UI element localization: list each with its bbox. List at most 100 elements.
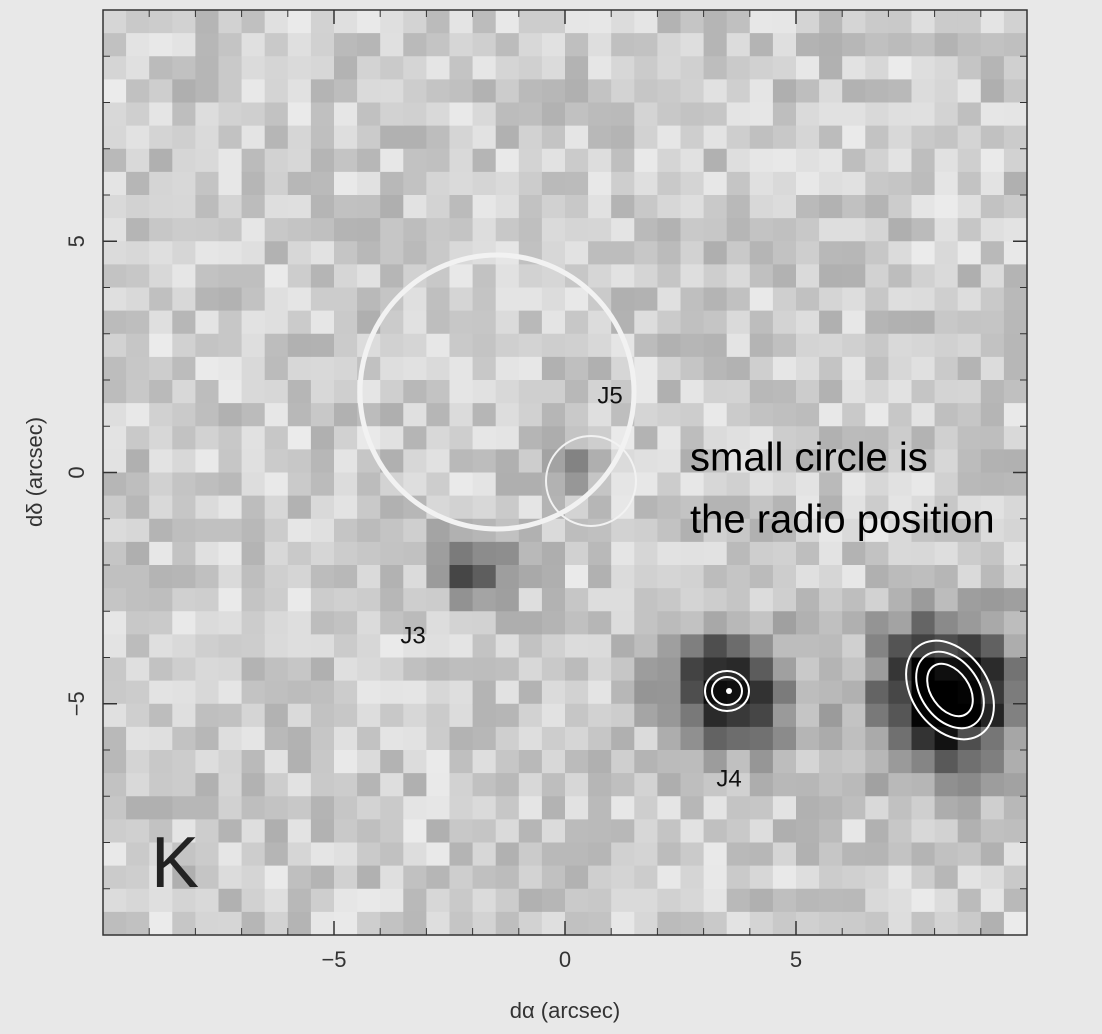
pixel: [958, 588, 982, 612]
pixel: [519, 889, 543, 913]
pixel: [1004, 912, 1028, 936]
pixel: [172, 103, 196, 127]
pixel: [496, 218, 520, 242]
pixel: [681, 796, 705, 820]
pixel: [565, 750, 589, 774]
pixel: [588, 149, 612, 173]
pixel: [103, 496, 127, 520]
pixel: [311, 473, 335, 497]
pixel: [912, 588, 936, 612]
pixel: [935, 473, 959, 497]
pixel: [796, 750, 820, 774]
pixel: [265, 241, 289, 265]
pixel: [311, 681, 335, 705]
pixel: [103, 819, 127, 843]
pixel: [288, 704, 312, 728]
pixel: [126, 588, 150, 612]
pixel: [935, 843, 959, 867]
pixel: [519, 56, 543, 80]
pixel: [496, 264, 520, 288]
pixel: [657, 473, 681, 497]
pixel: [842, 634, 866, 658]
pixel: [981, 426, 1005, 450]
pixel: [981, 588, 1005, 612]
pixel: [450, 288, 474, 312]
pixel: [611, 218, 635, 242]
pixel: [796, 588, 820, 612]
pixel: [1004, 79, 1028, 103]
pixel: [311, 796, 335, 820]
pixel: [935, 611, 959, 635]
pixel: [426, 819, 450, 843]
pixel: [172, 311, 196, 335]
pixel: [426, 843, 450, 867]
pixel: [912, 889, 936, 913]
pixel: [727, 634, 751, 658]
pixel: [242, 750, 266, 774]
pixel: [958, 403, 982, 427]
pixel: [242, 10, 266, 34]
pixel: [450, 843, 474, 867]
pixel: [796, 727, 820, 751]
pixel: [958, 473, 982, 497]
pixel: [588, 56, 612, 80]
pixel: [935, 542, 959, 566]
pixel: [172, 681, 196, 705]
pixel: [681, 218, 705, 242]
pixel: [611, 611, 635, 635]
pixel: [195, 496, 219, 520]
pixel: [334, 380, 358, 404]
pixel: [634, 288, 658, 312]
pixel: [450, 704, 474, 728]
pixel: [888, 704, 912, 728]
pixel: [426, 56, 450, 80]
pixel: [311, 773, 335, 797]
pixel: [195, 380, 219, 404]
pixel: [172, 172, 196, 196]
pixel: [242, 843, 266, 867]
pixel: [357, 103, 381, 127]
pixel: [750, 218, 774, 242]
pixel: [681, 103, 705, 127]
pixel: [912, 634, 936, 658]
pixel: [311, 172, 335, 196]
pixel: [865, 819, 889, 843]
pixel: [681, 681, 705, 705]
pixel: [242, 704, 266, 728]
pixel: [842, 611, 866, 635]
pixel: [912, 565, 936, 589]
pixel: [588, 33, 612, 57]
pixel: [565, 611, 589, 635]
pixel: [565, 403, 589, 427]
pixel: [496, 426, 520, 450]
pixel: [103, 704, 127, 728]
pixel: [496, 681, 520, 705]
pixel: [103, 10, 127, 34]
pixel: [496, 126, 520, 150]
pixel: [334, 195, 358, 219]
pixel: [126, 773, 150, 797]
pixel: [1004, 426, 1028, 450]
pixel: [265, 889, 289, 913]
pixel: [126, 357, 150, 381]
pixel: [542, 334, 566, 358]
pixel: [842, 241, 866, 265]
pixel: [935, 264, 959, 288]
pixel: [357, 658, 381, 682]
pixel: [450, 727, 474, 751]
pixel: [727, 195, 751, 219]
pixel: [473, 634, 497, 658]
pixel: [195, 126, 219, 150]
pixel: [1004, 241, 1028, 265]
pixel: [634, 264, 658, 288]
pixel: [242, 334, 266, 358]
pixel: [288, 496, 312, 520]
pixel: [750, 79, 774, 103]
pixel: [681, 172, 705, 196]
pixel: [981, 79, 1005, 103]
pixel: [611, 473, 635, 497]
pixel: [172, 403, 196, 427]
pixel: [565, 588, 589, 612]
pixel: [681, 773, 705, 797]
pixel: [195, 334, 219, 358]
